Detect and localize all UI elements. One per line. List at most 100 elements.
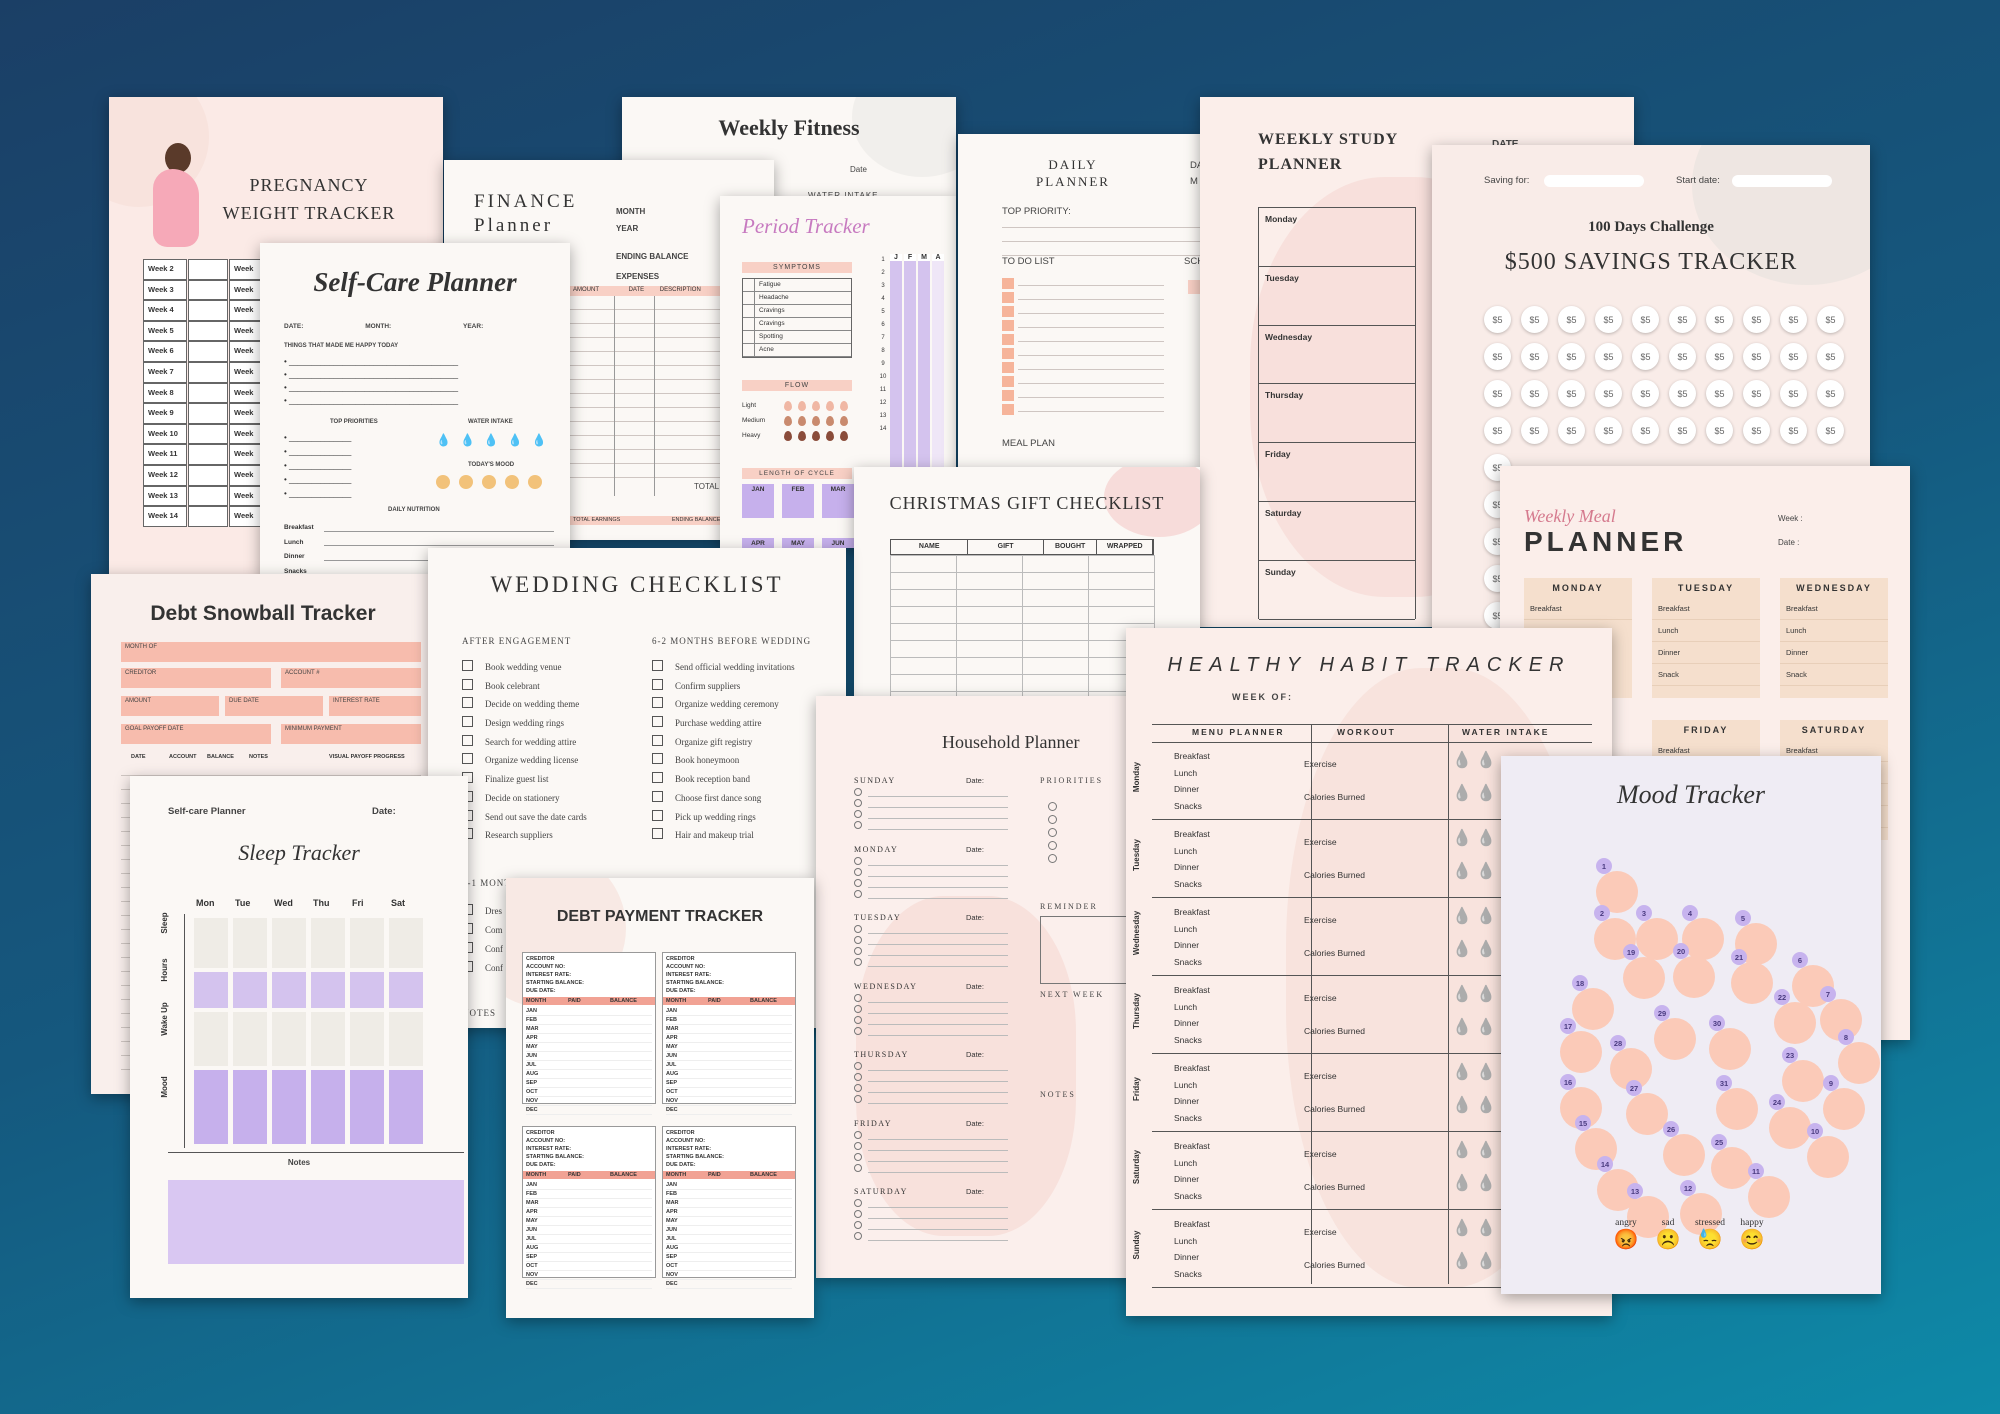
wedding-checklist-item[interactable]: Book reception band	[652, 772, 842, 791]
radio-icon[interactable]	[854, 889, 862, 898]
angry-face-icon: 😡	[1613, 1229, 1639, 1251]
radio-icon[interactable]	[854, 925, 862, 933]
checkbox[interactable]	[462, 697, 473, 709]
debtpay-month: OCT	[526, 1088, 652, 1097]
wedding-checklist-item[interactable]: Organize gift registry	[652, 734, 842, 754]
wedding-checklist-item[interactable]: Confirm suppliers	[652, 678, 842, 698]
radio-icon[interactable]	[854, 867, 862, 876]
radio-icon[interactable]	[854, 947, 862, 955]
radio-icon[interactable]	[854, 1199, 862, 1207]
debt-interest: INTEREST RATE	[333, 698, 380, 704]
checkbox[interactable]	[652, 753, 663, 765]
selfcare-meal-label: Snacks	[284, 567, 307, 575]
selfcare-planner-card: Self-Care Planner DATE: MONTH: YEAR: THI…	[260, 243, 570, 579]
water-drop-icon: 💧	[1476, 908, 1496, 925]
wedding-checklist-item[interactable]: Search for wedding attire	[462, 734, 652, 754]
wedding-checklist-item[interactable]: Send official wedding invitations	[652, 660, 842, 679]
wedding-checklist-item[interactable]: Pick up wedding rings	[652, 809, 842, 829]
wedding-checklist-item[interactable]: Send out save the date cards	[462, 809, 652, 829]
radio-icon[interactable]	[854, 1095, 862, 1103]
checkbox[interactable]	[652, 828, 663, 840]
radio-icon[interactable]	[854, 1130, 862, 1139]
radio-icon[interactable]	[854, 958, 862, 966]
radio-icon[interactable]	[854, 856, 862, 865]
sad-face-icon: ☹️	[1655, 1229, 1681, 1251]
radio-icon[interactable]	[854, 1026, 862, 1035]
period-month-box: MAY	[782, 538, 814, 548]
wedding-item-label: Book honeymoon	[675, 755, 740, 766]
radio-icon[interactable]	[854, 1004, 862, 1013]
radio-icon[interactable]	[854, 993, 862, 1002]
savings-coin: $5	[1484, 306, 1511, 333]
checkbox[interactable]	[462, 753, 473, 765]
sleep-day-header: Tue	[235, 898, 251, 908]
wedding-checklist-item[interactable]: Decide on wedding theme	[462, 697, 652, 716]
pregnancy-week-label: Week 2	[143, 259, 187, 280]
checkbox[interactable]	[462, 734, 473, 746]
wedding-checklist-item[interactable]: Decide on stationery	[462, 790, 652, 810]
radio-icon[interactable]	[854, 1152, 862, 1161]
wedding-checklist-item[interactable]: Choose first dance song	[652, 790, 842, 810]
period-symptoms-list: Fatigue Headache Cravings Cravings Spotting A…	[742, 278, 852, 358]
debtpay-month: MAR	[526, 1199, 652, 1208]
checkbox[interactable]	[652, 809, 663, 821]
wedding-checklist-item[interactable]: Purchase wedding attire	[652, 716, 842, 735]
radio-icon[interactable]	[854, 1141, 862, 1150]
task-line	[868, 1207, 1008, 1208]
checkbox[interactable]	[652, 790, 663, 802]
savings-coin: $5	[1743, 306, 1770, 333]
savings-coin: $5	[1669, 306, 1696, 333]
mood-legend-item: happy 😊	[1735, 1218, 1769, 1252]
wedding-checklist-item[interactable]: Research suppliers	[462, 828, 652, 847]
habit-meal-label: Dinner	[1174, 784, 1200, 794]
radio-icon[interactable]	[854, 1015, 862, 1024]
sleep-grid-border	[184, 914, 185, 1148]
checkbox[interactable]	[652, 678, 663, 690]
wedding-checklist-item[interactable]: Hair and makeup trial	[652, 828, 842, 847]
checkbox[interactable]	[652, 697, 663, 709]
radio-icon[interactable]	[854, 936, 862, 944]
habit-workout: Exercise Calories Burned	[1304, 1060, 1365, 1126]
wedding-checklist-item[interactable]: Book wedding venue	[462, 660, 652, 679]
radio-icon[interactable]	[854, 1163, 862, 1172]
wedding-checklist-item[interactable]: Book celebrant	[462, 678, 652, 698]
radio-icon[interactable]	[854, 1062, 862, 1070]
mood-day-circle	[1673, 956, 1715, 998]
radio-icon[interactable]	[854, 821, 862, 829]
wedding-item-label: Organize wedding license	[485, 755, 579, 766]
household-task-row	[854, 867, 1014, 878]
radio-icon[interactable]	[854, 1084, 862, 1092]
radio-icon[interactable]	[854, 788, 862, 796]
wedding-checklist-item[interactable]: Organize wedding ceremony	[652, 697, 842, 716]
checkbox[interactable]	[462, 716, 473, 728]
selfcare-top-label: TOP PRIORITIES	[330, 419, 378, 425]
radio-icon[interactable]	[854, 810, 862, 818]
radio-icon[interactable]	[854, 878, 862, 887]
wedding-checklist-item[interactable]: Book honeymoon	[652, 753, 842, 772]
radio-icon[interactable]	[854, 1073, 862, 1081]
finance-total-earnings: TOTAL EARNINGS	[573, 517, 621, 523]
savings-coin: $5	[1521, 417, 1548, 444]
droplet-icon	[812, 430, 820, 441]
wedding-checklist-item[interactable]: Finalize guest list	[462, 772, 652, 791]
checkbox[interactable]	[462, 660, 473, 671]
debtpay-field: ACCOUNT NO:	[526, 964, 566, 970]
habit-meal-label: Lunch	[1174, 1157, 1198, 1168]
mood-legend-item: angry 😡	[1609, 1218, 1643, 1252]
checkbox[interactable]	[652, 660, 663, 671]
savings-coin: $5	[1669, 343, 1696, 370]
droplet-icon	[798, 415, 806, 426]
checkbox[interactable]	[652, 716, 663, 728]
radio-icon[interactable]	[854, 1221, 862, 1229]
checkbox[interactable]	[652, 772, 663, 784]
wedding-checklist-item[interactable]: Organize wedding license	[462, 753, 652, 772]
household-day-block: FRIDAY Date:	[854, 1119, 1014, 1183]
wedding-checklist-item[interactable]: Design wedding rings	[462, 716, 652, 735]
savings-coin: $5	[1743, 417, 1770, 444]
radio-icon[interactable]	[854, 799, 862, 807]
debtpay-field: CREDITOR	[526, 956, 555, 962]
radio-icon[interactable]	[854, 1210, 862, 1218]
checkbox[interactable]	[462, 678, 473, 690]
radio-icon[interactable]	[854, 1232, 862, 1240]
checkbox[interactable]	[652, 734, 663, 746]
